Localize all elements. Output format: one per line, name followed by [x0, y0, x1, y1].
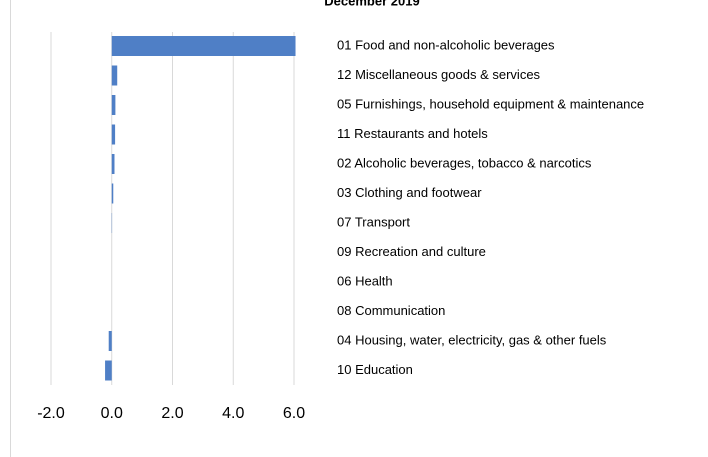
x-tick-label: -2.0 — [37, 405, 65, 422]
category-label: 10 Education — [337, 362, 413, 377]
category-label: 11 Restaurants and hotels — [337, 126, 488, 141]
category-label: 03 Clothing and footwear — [337, 185, 482, 200]
category-label: 06 Health — [337, 273, 393, 288]
bar — [111, 65, 118, 86]
bar — [111, 183, 114, 204]
bar — [111, 154, 115, 174]
category-label: 08 Communication — [337, 303, 445, 318]
category-label: 04 Housing, water, electricity, gas & ot… — [337, 332, 607, 347]
bar — [105, 360, 112, 381]
x-tick-label: 2.0 — [161, 405, 183, 422]
x-tick-label: 4.0 — [222, 405, 244, 422]
category-label: 07 Transport — [337, 214, 410, 229]
bar — [111, 95, 116, 115]
category-label: 09 Recreation and culture — [337, 244, 486, 259]
category-label: 01 Food and non-alcoholic beverages — [337, 37, 555, 52]
x-tick-label: 6.0 — [283, 405, 305, 422]
category-label: 02 Alcoholic beverages, tobacco & narcot… — [337, 155, 592, 170]
bar — [111, 36, 296, 56]
category-label: 05 Furnishings, household equipment & ma… — [337, 96, 644, 111]
bar — [111, 124, 116, 145]
chart-title: December 2019 — [324, 0, 419, 8]
bar — [108, 331, 112, 351]
x-tick-label: 0.0 — [101, 405, 123, 422]
category-label: 12 Miscellaneous goods & services — [337, 67, 541, 82]
